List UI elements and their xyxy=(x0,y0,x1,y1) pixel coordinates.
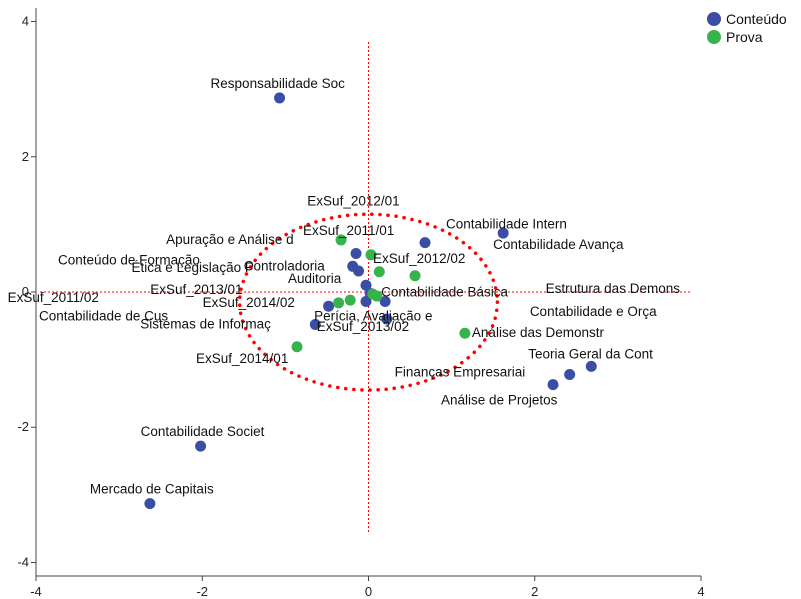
legend-label-prova: Prova xyxy=(726,29,763,45)
point-label-responsabilidade-soc: Responsabilidade Soc xyxy=(211,76,346,91)
point-label-contabilidade-avanca: Contabilidade Avança xyxy=(493,237,624,252)
point-label-conteudo-de-formacao: Conteúdo de Formação xyxy=(58,252,200,267)
point-label-estrutura-das-demons: Estrutura das Demons xyxy=(546,281,681,296)
point-label-contabilidade-basica: Contabilidade Básica xyxy=(381,284,508,299)
point-financas-empresariai xyxy=(564,368,576,380)
y-tick-label: 4 xyxy=(22,14,29,29)
y-axis-ticks: 4 2 0 -2 -4 xyxy=(17,14,36,569)
point-exsuf-2013-02 xyxy=(381,313,393,325)
point-label-contabilidade-societ: Contabilidade Societ xyxy=(141,424,265,439)
x-tick-label: 4 xyxy=(697,584,704,599)
y-tick-label: 2 xyxy=(22,149,29,164)
point-exsuf-2011-01 xyxy=(365,249,377,261)
legend-marker-conteudo xyxy=(707,12,721,26)
point-label-exsuf-2011-02: ExSuf_2011/02 xyxy=(8,290,99,305)
point-label-exsuf-2013-01: ExSuf_2013/01 xyxy=(150,282,242,297)
point-label-pericia-avaliacao-e: Perícia, Avaliação e xyxy=(314,308,432,323)
point-contabilidade-de-cus xyxy=(360,295,372,307)
legend: Conteúdo Prova xyxy=(707,11,787,45)
point-apuracao-e-analise-d xyxy=(335,234,347,246)
ellipse-outline xyxy=(237,212,500,392)
point-exsuf-2014-02 xyxy=(323,300,335,312)
point-contabilidade-intern xyxy=(419,237,431,249)
y-tick-label: 0 xyxy=(22,284,29,299)
point-exsuf-2014-01 xyxy=(291,341,303,353)
point-responsabilidade-soc xyxy=(274,92,286,104)
point-label-exsuf-2014-02: ExSuf_2014/02 xyxy=(203,295,295,310)
point-exsuf-2012-02 xyxy=(409,270,421,282)
point-auditoria xyxy=(360,279,372,291)
point-label-exsuf-2014-01: ExSuf_2014/01 xyxy=(196,351,288,366)
point-conteudo-de-formacao xyxy=(350,247,362,259)
point-label-controladoria: Controladoria xyxy=(244,258,326,273)
x-tick-label: -4 xyxy=(30,584,42,599)
legend-marker-prova xyxy=(707,30,721,44)
point-analise-das-demonstr xyxy=(459,327,471,339)
data-points xyxy=(144,92,597,510)
point-contabilidade-e-orca xyxy=(371,290,383,302)
point-label-exsuf-2011-01: ExSuf_2011/01 xyxy=(303,223,394,238)
point-label-sistemas-de-informac: Sistemas de Informaç xyxy=(140,316,271,331)
point-pericia-avaliacao-e xyxy=(379,295,391,307)
point-mercado-de-capitais xyxy=(144,498,156,510)
point-label-apuracao-e-analise-d: Apuração e Análise d xyxy=(166,232,294,247)
point-label-analise-de-projetos: Análise de Projetos xyxy=(441,393,558,408)
x-tick-label: 2 xyxy=(531,584,538,599)
point-sistemas-de-informac xyxy=(309,318,321,330)
confidence-ellipse xyxy=(237,212,500,392)
x-tick-label: -2 xyxy=(196,584,208,599)
y-tick-label: -2 xyxy=(17,419,29,434)
point-label-financas-empresariai: Finanças Empresariai xyxy=(395,364,526,379)
point-contabilidade-societ xyxy=(195,440,207,452)
x-tick-label: 0 xyxy=(365,584,372,599)
point-exsuf-2011-02 xyxy=(333,297,345,309)
point-teoria-geral-da-cont xyxy=(585,360,597,372)
legend-label-conteudo: Conteúdo xyxy=(726,11,787,27)
point-labels: Responsabilidade Soc Contabilidade Intern… xyxy=(8,76,681,497)
point-label-auditoria: Auditoria xyxy=(288,271,342,286)
point-contabilidade-avanca xyxy=(497,227,509,239)
point-label-exsuf-2012-01: ExSuf_2012/01 xyxy=(307,194,399,209)
point-exsuf-2013-01 xyxy=(344,294,356,306)
point-etica-e-legislacao-p xyxy=(353,265,365,277)
point-analise-de-projetos xyxy=(547,379,559,391)
point-label-exsuf-2013-02: ExSuf_2013/02 xyxy=(317,319,409,334)
point-label-analise-das-demonstr: Análise das Demonstr xyxy=(472,325,605,340)
point-label-teoria-geral-da-cont: Teoria Geral da Cont xyxy=(528,346,653,361)
point-label-mercado-de-capitais: Mercado de Capitais xyxy=(90,482,214,497)
point-label-exsuf-2012-02: ExSuf_2012/02 xyxy=(373,251,465,266)
point-label-contabilidade-intern: Contabilidade Intern xyxy=(446,217,567,232)
point-exsuf-2012-01 xyxy=(373,266,385,278)
point-label-contabilidade-de-cus: Contabilidade de Cus xyxy=(39,308,168,323)
point-label-etica-e-legislacao-p: Ética e Legislação P xyxy=(132,260,254,275)
y-tick-label: -4 xyxy=(17,554,29,569)
x-axis-ticks: -4 -2 0 2 4 xyxy=(30,576,705,599)
point-label-contabilidade-e-orca: Contabilidade e Orça xyxy=(530,304,657,319)
